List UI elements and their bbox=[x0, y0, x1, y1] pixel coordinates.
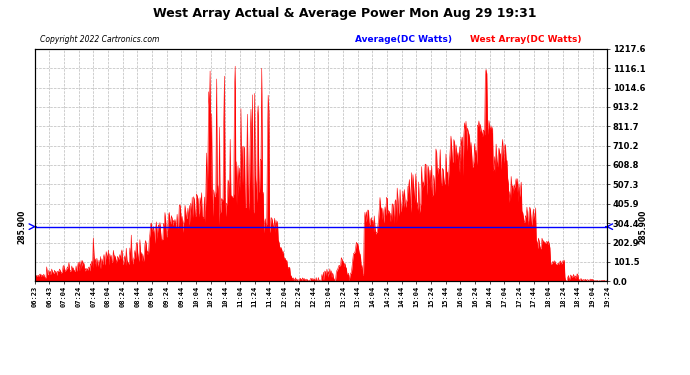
Text: Copyright 2022 Cartronics.com: Copyright 2022 Cartronics.com bbox=[40, 35, 159, 44]
Text: West Array Actual & Average Power Mon Aug 29 19:31: West Array Actual & Average Power Mon Au… bbox=[153, 8, 537, 21]
Text: 285.900: 285.900 bbox=[639, 210, 648, 244]
Text: West Array(DC Watts): West Array(DC Watts) bbox=[470, 35, 581, 44]
Text: Average(DC Watts): Average(DC Watts) bbox=[355, 35, 452, 44]
Text: 285.900: 285.900 bbox=[17, 210, 26, 244]
